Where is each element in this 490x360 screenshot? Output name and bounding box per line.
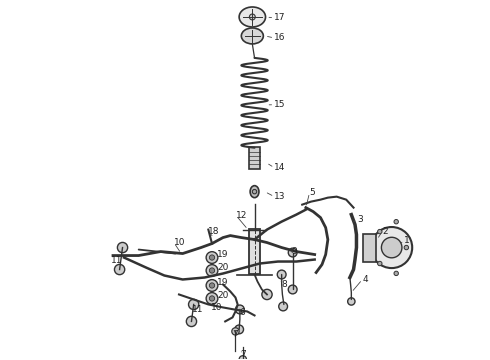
Circle shape [239,356,246,360]
Bar [248,229,260,274]
Circle shape [206,252,218,264]
Text: 8: 8 [281,280,287,289]
Circle shape [206,293,218,304]
Circle shape [371,227,412,268]
Circle shape [279,302,288,311]
Circle shape [206,265,218,276]
Text: 7: 7 [240,350,245,359]
Text: 12: 12 [236,211,247,220]
Circle shape [209,296,215,301]
Circle shape [262,289,272,300]
Circle shape [348,298,355,305]
Circle shape [378,229,382,234]
Text: 15: 15 [274,100,286,109]
Circle shape [232,328,239,335]
Text: 16: 16 [274,33,286,42]
Circle shape [209,255,215,260]
Circle shape [209,283,215,288]
Bar [363,234,376,261]
Circle shape [235,325,244,334]
Bar [249,147,260,169]
Text: 19: 19 [217,250,229,259]
Text: 9: 9 [291,247,297,256]
Text: 18: 18 [208,227,220,236]
Text: 13: 13 [274,192,286,201]
Circle shape [186,316,196,327]
Text: 20: 20 [217,263,228,272]
Text: 5: 5 [310,188,315,197]
Text: 4: 4 [362,275,368,284]
Circle shape [378,261,382,266]
Text: 1: 1 [404,236,410,245]
Circle shape [381,237,402,258]
Circle shape [252,189,257,194]
Circle shape [404,246,409,250]
Circle shape [394,271,398,276]
Text: 3: 3 [357,215,363,224]
Circle shape [236,305,245,314]
Circle shape [394,220,398,224]
Circle shape [277,270,286,279]
Circle shape [209,268,215,273]
Text: 10: 10 [211,303,222,312]
Circle shape [288,248,297,257]
Text: 17: 17 [274,13,286,22]
Text: 14: 14 [274,163,286,172]
Ellipse shape [242,28,263,44]
Text: 11: 11 [192,305,203,314]
Circle shape [118,242,128,253]
Text: 20: 20 [217,291,228,300]
Circle shape [249,14,255,20]
Ellipse shape [250,186,259,198]
Circle shape [189,299,199,310]
Text: 11: 11 [111,256,122,265]
Text: 2: 2 [382,227,388,236]
Text: 19: 19 [217,278,229,287]
Text: 6: 6 [240,308,245,317]
Circle shape [206,280,218,291]
Circle shape [288,285,297,294]
Circle shape [115,264,125,275]
Ellipse shape [239,7,266,27]
Text: 7: 7 [233,330,238,339]
Text: 10: 10 [174,238,185,247]
